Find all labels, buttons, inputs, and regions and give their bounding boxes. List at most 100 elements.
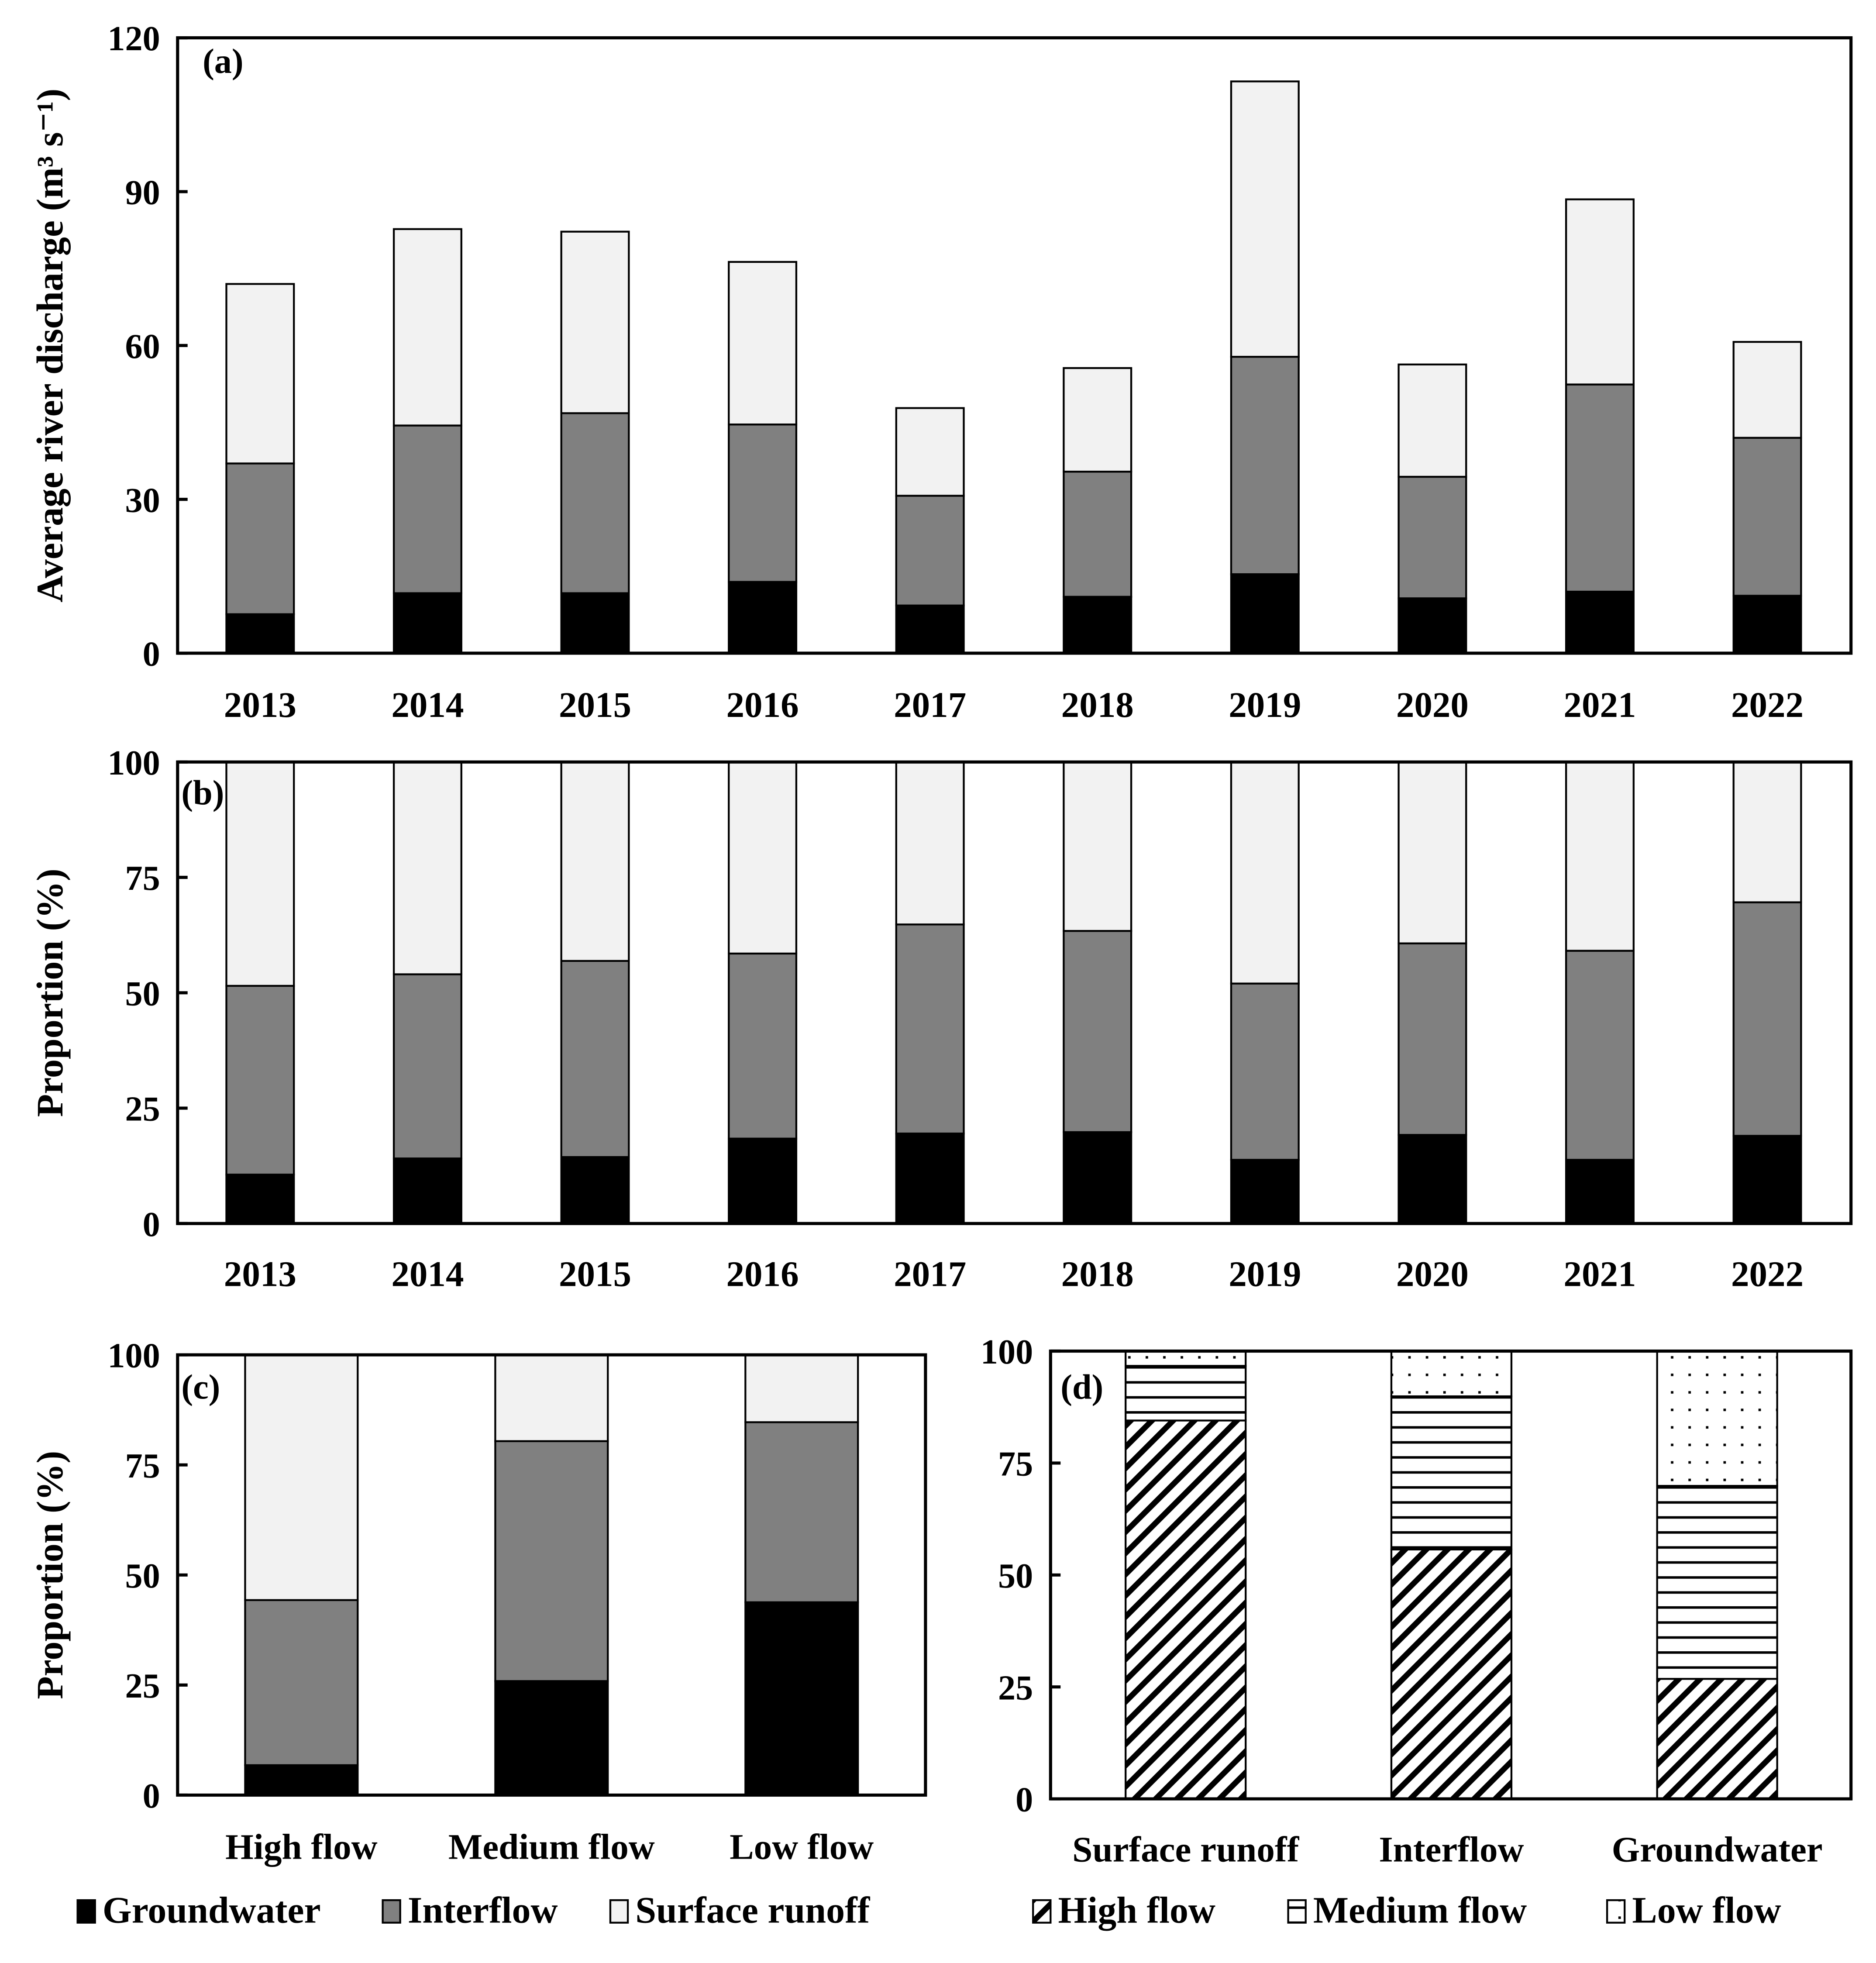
bar-interflow-2015 — [560, 412, 630, 594]
bar-high-flow-groundwater — [1656, 1678, 1778, 1800]
bar-surface-runoff-low-flow — [744, 1353, 859, 1423]
legend-label: Low flow — [1632, 1889, 1781, 1931]
bar-surface-runoff-2019 — [1230, 80, 1300, 358]
bar-groundwater-2014 — [392, 592, 462, 654]
y-tick-label: 75 — [998, 1445, 1033, 1484]
y-tick-label: 30 — [125, 481, 160, 520]
bar-interflow-2021 — [1565, 383, 1635, 593]
bar-surface-runoff-2022 — [1732, 761, 1802, 903]
bar-interflow-2013 — [225, 462, 295, 615]
x-tick-label: 2016 — [726, 1254, 799, 1294]
x-tick-label: Low flow — [730, 1827, 874, 1867]
y-tick-label: 0 — [143, 635, 160, 674]
y-tick-label: 75 — [125, 859, 160, 898]
legend-swatch-medium-flow — [1287, 1899, 1307, 1924]
x-tick-label: Medium flow — [448, 1827, 655, 1867]
x-tick-label: High flow — [225, 1827, 377, 1867]
bar-groundwater-low-flow — [744, 1601, 859, 1796]
x-tick-label: 2022 — [1731, 685, 1804, 725]
bar-groundwater-2018 — [1063, 596, 1132, 654]
x-tick-label: 2020 — [1396, 685, 1469, 725]
y-tick-label: 50 — [998, 1557, 1033, 1595]
y-tick-label: 75 — [125, 1447, 160, 1485]
y-tick-label: 90 — [125, 174, 160, 212]
bar-low-flow-surface-runoff — [1125, 1350, 1247, 1367]
bar-groundwater-2020 — [1398, 597, 1467, 654]
bar-interflow-2017 — [895, 923, 965, 1135]
bar-surface-runoff-2016 — [728, 761, 798, 955]
legend-label: Medium flow — [1313, 1889, 1527, 1931]
y-tick-label: 25 — [125, 1667, 160, 1705]
legend-swatch-surface-runoff — [609, 1899, 629, 1924]
bar-groundwater-medium-flow — [494, 1680, 609, 1796]
y-tick-label: 0 — [143, 1777, 160, 1815]
y-tick-label: 100 — [107, 744, 160, 782]
y-tick-label: 100 — [981, 1333, 1033, 1371]
bar-surface-runoff-2022 — [1732, 341, 1802, 439]
bar-groundwater-2020 — [1398, 1134, 1467, 1225]
bar-interflow-2014 — [392, 424, 462, 594]
bar-surface-runoff-2020 — [1398, 761, 1467, 944]
y-tick-label: 120 — [107, 20, 160, 58]
y-axis-label: Average river discharge (m³ s⁻¹) — [29, 89, 71, 603]
x-tick-label: 2013 — [224, 1254, 296, 1294]
bar-interflow-2017 — [895, 495, 965, 606]
x-tick-label: 2018 — [1061, 1254, 1134, 1294]
bar-high-flow-surface-runoff — [1125, 1419, 1247, 1800]
bar-interflow-2020 — [1398, 475, 1467, 599]
bar-surface-runoff-high-flow — [244, 1353, 359, 1601]
y-tick-label: 25 — [125, 1090, 160, 1129]
bar-groundwater-2014 — [392, 1157, 462, 1225]
x-tick-label: 2013 — [224, 685, 296, 725]
x-tick-label: 2016 — [726, 685, 799, 725]
bar-surface-runoff-2015 — [560, 231, 630, 414]
y-tick-label: 100 — [107, 1337, 160, 1375]
bar-surface-runoff-2021 — [1565, 761, 1635, 952]
bar-surface-runoff-2018 — [1063, 761, 1132, 932]
legend-label: Surface runoff — [635, 1889, 870, 1931]
x-tick-label: 2017 — [894, 685, 966, 725]
bar-groundwater-2017 — [895, 1133, 965, 1225]
bar-medium-flow-groundwater — [1656, 1485, 1778, 1680]
bar-interflow-2014 — [392, 973, 462, 1160]
panel-label: (c) — [181, 1368, 220, 1406]
bar-interflow-2022 — [1732, 437, 1802, 597]
panel-c: High flow Medium flow Low flow 0 25 50 75 100 (c… — [29, 1337, 927, 1931]
bar-surface-runoff-2014 — [392, 228, 462, 427]
x-tick-label: 2020 — [1396, 1254, 1469, 1294]
bar-groundwater-2016 — [728, 581, 798, 654]
x-tick-label: Surface runoff — [1072, 1829, 1299, 1869]
bar-surface-runoff-2015 — [560, 761, 630, 962]
bar-groundwater-2018 — [1063, 1131, 1132, 1225]
x-tick-label: 2021 — [1563, 1254, 1636, 1294]
legend-label: Groundwater — [103, 1889, 321, 1931]
bar-interflow-2016 — [728, 424, 798, 583]
bar-high-flow-interflow — [1390, 1548, 1513, 1800]
bar-interflow-2018 — [1063, 471, 1132, 598]
y-tick-label: 0 — [143, 1205, 160, 1244]
panel-label: (d) — [1060, 1368, 1103, 1406]
panel-d: Surface runoff Interflow Groundwater 0 25 50 7… — [981, 1333, 1853, 1931]
bar-interflow-low-flow — [744, 1421, 859, 1603]
x-tick-label: 2019 — [1229, 685, 1301, 725]
x-tick-label: 2017 — [894, 1254, 966, 1294]
bar-groundwater-2013 — [225, 1174, 295, 1225]
bar-groundwater-2016 — [728, 1137, 798, 1225]
legend-swatch-groundwater — [76, 1899, 96, 1924]
y-tick-label: 0 — [1015, 1781, 1033, 1819]
bar-surface-runoff-2019 — [1230, 761, 1300, 985]
bar-groundwater-2017 — [895, 604, 965, 654]
panel-label: (a) — [203, 42, 244, 81]
bar-surface-runoff-2017 — [895, 761, 965, 926]
bar-groundwater-2021 — [1565, 1159, 1635, 1225]
y-axis-label: Proportion (%) — [29, 868, 71, 1117]
x-tick-label: 2018 — [1061, 685, 1134, 725]
bar-surface-runoff-2021 — [1565, 198, 1635, 386]
y-tick-label: 25 — [998, 1669, 1033, 1707]
bar-medium-flow-interflow — [1390, 1395, 1513, 1550]
bar-groundwater-2022 — [1732, 1135, 1802, 1225]
bar-surface-runoff-2017 — [895, 407, 965, 497]
bar-interflow-2020 — [1398, 942, 1467, 1136]
x-tick-label: Groundwater — [1612, 1829, 1823, 1869]
